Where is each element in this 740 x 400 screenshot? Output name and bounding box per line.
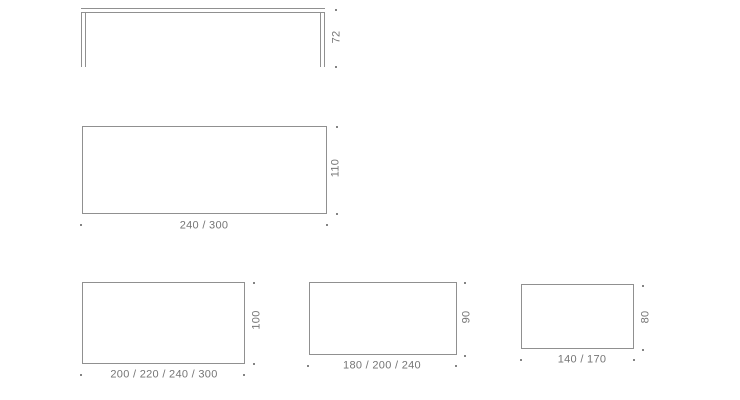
dimension-tick-dot: [326, 224, 328, 226]
height-dimension-label: 72: [330, 30, 343, 44]
table-leg-left: [81, 13, 86, 67]
depth-dimension-label: 80: [639, 310, 652, 324]
dimension-tick-dot: [335, 66, 337, 68]
dimension-tick-dot: [253, 282, 255, 284]
dimension-tick-dot: [336, 213, 338, 215]
dimension-tick-dot: [464, 355, 466, 357]
depth-dimension-label: 90: [460, 310, 473, 324]
dimension-tick-dot: [80, 374, 82, 376]
dimension-tick-dot: [520, 359, 522, 361]
depth-dimension-label: 110: [329, 158, 342, 178]
depth-dimension-label: 100: [250, 310, 263, 330]
dimension-tick-dot: [642, 285, 644, 287]
dimension-tick-dot: [243, 374, 245, 376]
dimension-tick-dot: [633, 359, 635, 361]
tabletop-outline: [309, 282, 457, 355]
dimension-tick-dot: [336, 126, 338, 128]
width-dimension-label: 180 / 200 / 240: [343, 359, 421, 372]
width-dimension-label: 240 / 300: [179, 219, 229, 232]
dimension-tick-dot: [307, 365, 309, 367]
tabletop-outline: [521, 284, 634, 349]
dimension-tick-dot: [80, 224, 82, 226]
table-leg-right: [320, 13, 325, 67]
tabletop-outline: [82, 126, 327, 214]
dimension-tick-dot: [253, 363, 255, 365]
width-dimension-label: 140 / 170: [557, 353, 607, 366]
tabletop-edge-line: [81, 8, 325, 13]
dimension-tick-dot: [464, 282, 466, 284]
tabletop-outline: [82, 282, 245, 364]
dimension-tick-dot: [642, 349, 644, 351]
width-dimension-label: 200 / 220 / 240 / 300: [110, 368, 218, 381]
dimension-tick-dot: [335, 9, 337, 11]
dimension-tick-dot: [455, 365, 457, 367]
